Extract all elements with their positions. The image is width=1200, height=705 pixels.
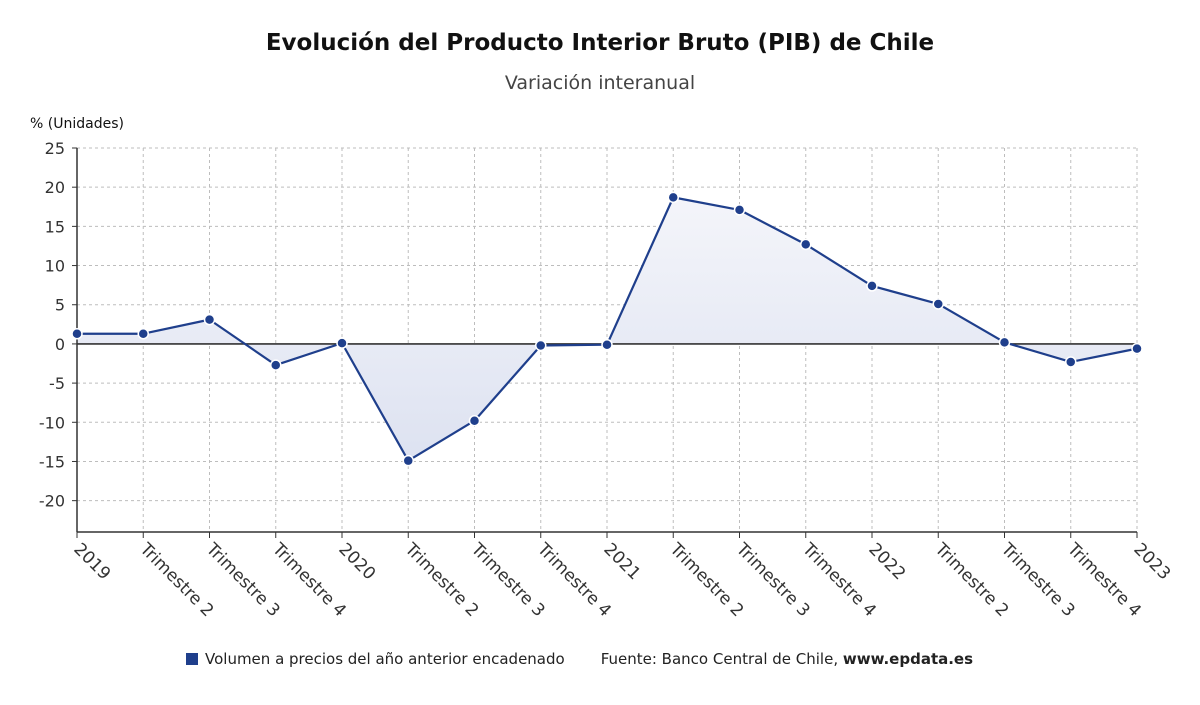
y-tick-label: 25 <box>45 139 65 158</box>
data-point <box>270 359 282 371</box>
data-point <box>203 313 216 326</box>
source-site: www.epdata.es <box>842 650 974 668</box>
point-layer <box>71 191 1143 467</box>
y-tick-label: 0 <box>55 335 65 354</box>
y-tick-label: -5 <box>49 374 65 393</box>
data-point <box>336 337 348 349</box>
x-tick-label: 2019 <box>69 539 114 584</box>
area-layer <box>77 197 1137 461</box>
data-point <box>535 339 547 352</box>
y-tick-label: 5 <box>55 296 65 315</box>
y-axis-label: % (Unidades) <box>30 116 124 132</box>
chart-title: Evolución del Producto Interior Bruto (P… <box>265 30 935 56</box>
y-tick-label: -15 <box>39 452 65 471</box>
y-tick-label: -20 <box>39 492 65 511</box>
data-point <box>1131 342 1143 355</box>
data-point <box>866 280 878 292</box>
y-tick-label: 20 <box>45 178 65 197</box>
y-tick-label: -10 <box>39 413 65 432</box>
legend: Volumen a precios del año anterior encad… <box>186 650 973 668</box>
legend-series-label: Volumen a precios del año anterior encad… <box>205 650 565 668</box>
y-tick-label: 10 <box>45 257 65 276</box>
source-prefix: Fuente: Banco Central de Chile, <box>600 650 843 668</box>
y-tick-label: 15 <box>45 217 65 236</box>
data-point <box>998 336 1011 349</box>
data-point <box>601 338 613 351</box>
series-area <box>77 197 1137 461</box>
data-point <box>932 298 944 310</box>
data-point <box>402 454 414 467</box>
legend-swatch <box>186 653 198 665</box>
chart-subtitle: Variación interanual <box>504 72 696 94</box>
data-point <box>1065 356 1077 368</box>
data-point <box>667 191 679 204</box>
data-point <box>137 327 149 340</box>
source-note: Fuente: Banco Central de Chile, www.epda… <box>601 650 973 668</box>
data-point <box>733 204 746 216</box>
data-point <box>468 414 481 427</box>
x-tick-label: 2023 <box>1129 539 1174 584</box>
y-tick-layer: 25 20 15 10 5 0 -5 -10 -15 -20 <box>39 139 65 511</box>
data-point <box>800 238 812 251</box>
data-point <box>71 327 83 340</box>
x-tick-label: 2021 <box>599 539 644 584</box>
x-tick-label: 2022 <box>864 539 909 584</box>
x-tick-label: 2020 <box>334 539 379 584</box>
